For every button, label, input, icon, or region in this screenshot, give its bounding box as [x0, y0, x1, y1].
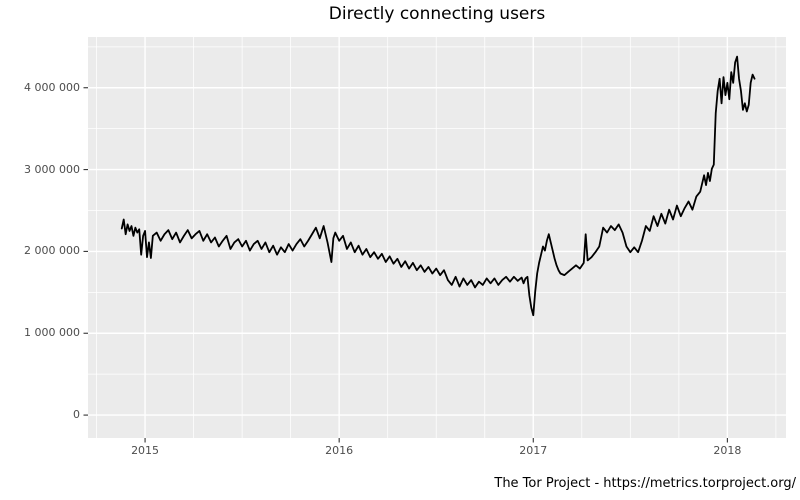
x-tick-label: 2017 — [519, 444, 548, 457]
chart-title: Directly connecting users — [328, 4, 546, 24]
x-tick-label: 2015 — [131, 444, 160, 457]
data-line-directly_connecting_users — [120, 55, 756, 317]
x-tick-label: 2016 — [325, 444, 354, 457]
y-tick-label: 0 — [73, 408, 80, 422]
x-tick-label: 2018 — [713, 444, 742, 457]
y-tick-label: 1 000 000 — [24, 326, 80, 340]
footer-attribution: The Tor Project - https://metrics.torpro… — [494, 476, 796, 491]
y-tick-label: 2 000 000 — [24, 244, 80, 258]
y-tick-label: 3 000 000 — [24, 162, 80, 176]
y-tick-label: 4 000 000 — [24, 80, 80, 94]
